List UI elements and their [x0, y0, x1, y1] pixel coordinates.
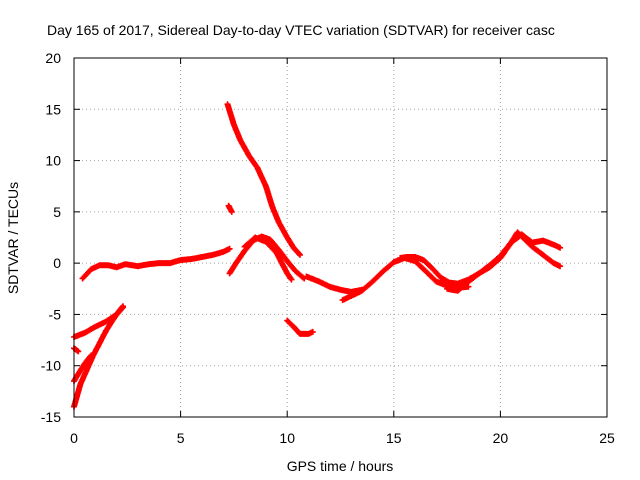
x-tick-label: 0 — [70, 430, 78, 446]
chart-title: Day 165 of 2017, Sidereal Day-to-day VTE… — [47, 22, 555, 38]
x-tick-label: 20 — [493, 430, 509, 446]
series-arc-12 — [339, 255, 472, 304]
y-tick-label: 10 — [45, 153, 61, 169]
series-arc-2 — [71, 304, 126, 340]
series-arc-10 — [284, 317, 316, 337]
y-tick-label: 20 — [45, 50, 61, 66]
x-tick-label: 10 — [279, 430, 295, 446]
x-tick-label: 15 — [386, 430, 402, 446]
data-points-arc-4 — [71, 345, 82, 355]
series-arc-14 — [444, 231, 564, 294]
y-tick-label: 15 — [45, 101, 61, 117]
plot-area-border — [73, 57, 608, 418]
series-arc-4 — [71, 345, 82, 355]
data-points-arc-9 — [241, 234, 295, 283]
data-points-arc-7 — [225, 202, 235, 215]
data-points-arc-1 — [71, 303, 126, 410]
y-tick-label: 0 — [53, 255, 61, 271]
data-points-arc-13 — [397, 229, 564, 287]
data-points-arc-14 — [444, 231, 564, 294]
data-points-arc-10 — [284, 317, 316, 337]
y-tick-label: -15 — [41, 409, 61, 425]
series-arc-5 — [79, 245, 233, 282]
grid-lines — [74, 58, 607, 417]
series-arc-9 — [241, 234, 295, 283]
y-tick-label: -5 — [49, 306, 62, 322]
data-series — [71, 101, 564, 410]
y-axis-label: SDTVAR / TECUs — [5, 182, 21, 294]
series-arc-7 — [225, 202, 235, 215]
x-tick-label: 5 — [177, 430, 185, 446]
series-arc-13 — [397, 229, 564, 287]
series-arc-6 — [224, 101, 303, 258]
data-points-arc-2 — [71, 304, 126, 340]
axis-ticks: 0 5 10 15 20 25 -15 -10 -5 0 5 10 15 20 — [41, 50, 615, 446]
data-points-arc-6 — [224, 101, 303, 258]
series-arc-1 — [71, 303, 126, 410]
data-points-arc-12 — [339, 255, 472, 304]
y-tick-label: -10 — [41, 358, 61, 374]
x-tick-label: 25 — [599, 430, 615, 446]
data-points-arc-5 — [79, 245, 233, 282]
x-axis-label: GPS time / hours — [287, 458, 394, 474]
y-tick-label: 5 — [53, 204, 61, 220]
